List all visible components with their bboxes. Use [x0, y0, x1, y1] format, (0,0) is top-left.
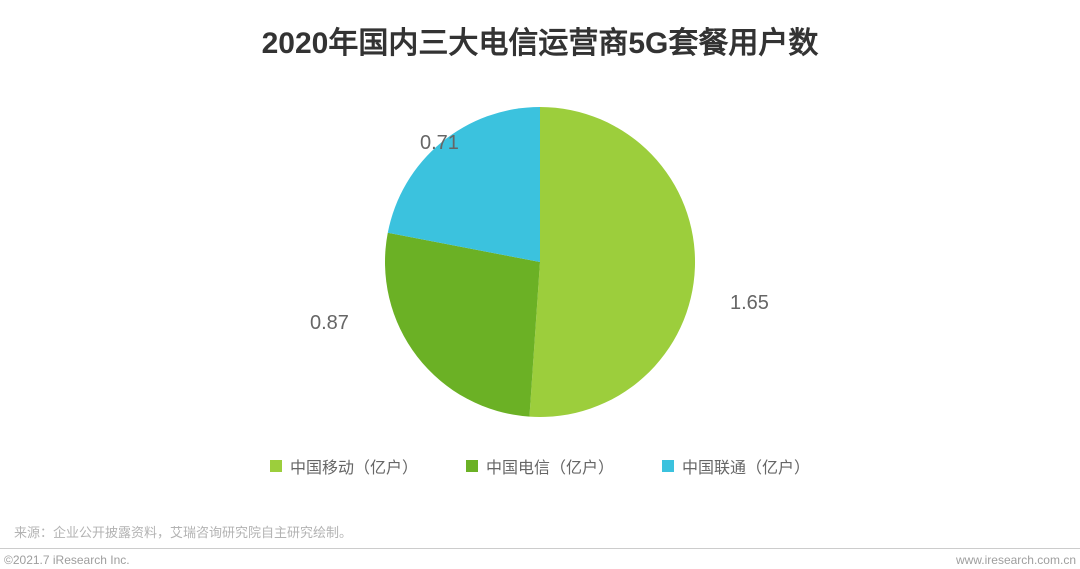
pie-chart-area: 1.65 0.87 0.71: [0, 62, 1080, 462]
footer-divider: [0, 548, 1080, 549]
site-url-text: www.iresearch.com.cn: [956, 553, 1076, 567]
pie-slice-1: [385, 233, 540, 417]
slice-label-0: 1.65: [730, 292, 769, 315]
source-note: 来源：企业公开披露资料，艾瑞咨询研究院自主研究绘制。: [14, 522, 352, 541]
slice-label-1: 0.87: [310, 312, 349, 335]
slice-label-2: 0.71: [420, 132, 459, 155]
copyright-text: ©2021.7 iResearch Inc.: [4, 553, 130, 567]
pie-slice-0: [529, 107, 695, 417]
chart-title: 2020年国内三大电信运营商5G套餐用户数: [0, 0, 1080, 62]
